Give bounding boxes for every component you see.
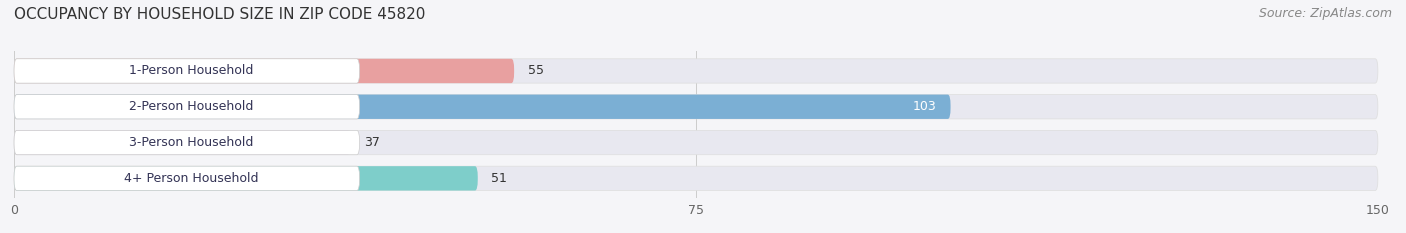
FancyBboxPatch shape xyxy=(14,166,1378,191)
FancyBboxPatch shape xyxy=(14,95,1378,119)
FancyBboxPatch shape xyxy=(14,166,478,191)
Text: 3-Person Household: 3-Person Household xyxy=(129,136,253,149)
Text: OCCUPANCY BY HOUSEHOLD SIZE IN ZIP CODE 45820: OCCUPANCY BY HOUSEHOLD SIZE IN ZIP CODE … xyxy=(14,7,426,22)
Text: 55: 55 xyxy=(527,65,544,77)
Text: 1-Person Household: 1-Person Household xyxy=(129,65,253,77)
Text: 2-Person Household: 2-Person Household xyxy=(129,100,253,113)
FancyBboxPatch shape xyxy=(14,59,360,83)
FancyBboxPatch shape xyxy=(14,59,1378,83)
FancyBboxPatch shape xyxy=(14,130,360,155)
Text: 51: 51 xyxy=(492,172,508,185)
FancyBboxPatch shape xyxy=(14,130,1378,155)
Text: 4+ Person Household: 4+ Person Household xyxy=(124,172,259,185)
Text: Source: ZipAtlas.com: Source: ZipAtlas.com xyxy=(1258,7,1392,20)
Text: 37: 37 xyxy=(364,136,380,149)
FancyBboxPatch shape xyxy=(14,130,350,155)
FancyBboxPatch shape xyxy=(14,95,360,119)
FancyBboxPatch shape xyxy=(14,166,360,191)
Text: 103: 103 xyxy=(912,100,936,113)
FancyBboxPatch shape xyxy=(14,59,515,83)
FancyBboxPatch shape xyxy=(14,95,950,119)
